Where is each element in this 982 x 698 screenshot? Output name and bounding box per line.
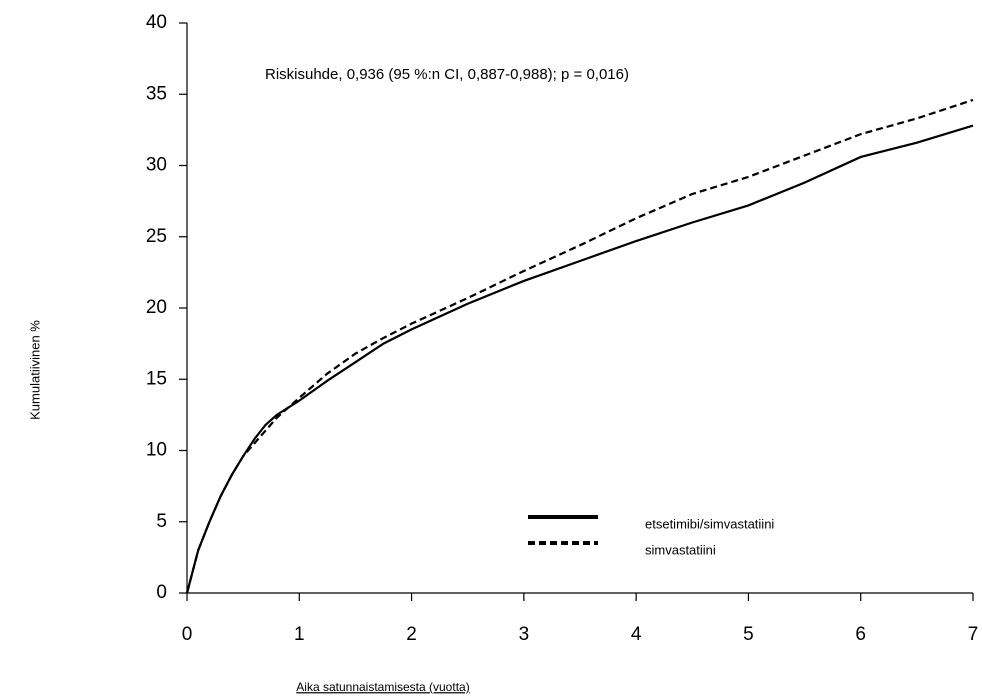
y-tick-label: 10: [146, 440, 167, 461]
x-tick-label: 0: [182, 624, 193, 645]
y-tick-label: 35: [146, 83, 167, 104]
y-tick-label: 5: [156, 511, 167, 532]
x-tick-label: 2: [406, 624, 417, 645]
x-tick-label: 5: [743, 624, 754, 645]
series-line: [185, 124, 974, 594]
legend-label: etsetimibi/simvastatiini: [645, 516, 774, 531]
x-tick-label: 1: [294, 624, 305, 645]
x-tick-label: 3: [519, 624, 530, 645]
y-tick-label: 15: [146, 368, 167, 389]
x-tick-label: 4: [631, 624, 642, 645]
y-tick-label: 40: [146, 12, 167, 33]
x-tick-label: 6: [855, 624, 866, 645]
y-tick-label: 25: [146, 226, 167, 247]
series-line: [185, 98, 974, 594]
legend-label: simvastatiini: [645, 542, 716, 557]
y-tick-label: 0: [156, 582, 167, 603]
y-tick-label: 20: [146, 297, 167, 318]
x-axis-label: Aika satunnaistamisesta (vuotta): [296, 680, 469, 694]
y-tick-label: 30: [146, 155, 167, 176]
x-tick-label: 7: [968, 624, 979, 645]
annotation: Riskisuhde, 0,936 (95 %:n CI, 0,887-0,98…: [265, 66, 629, 83]
y-axis-label: Kumulatiivinen %: [27, 320, 42, 420]
